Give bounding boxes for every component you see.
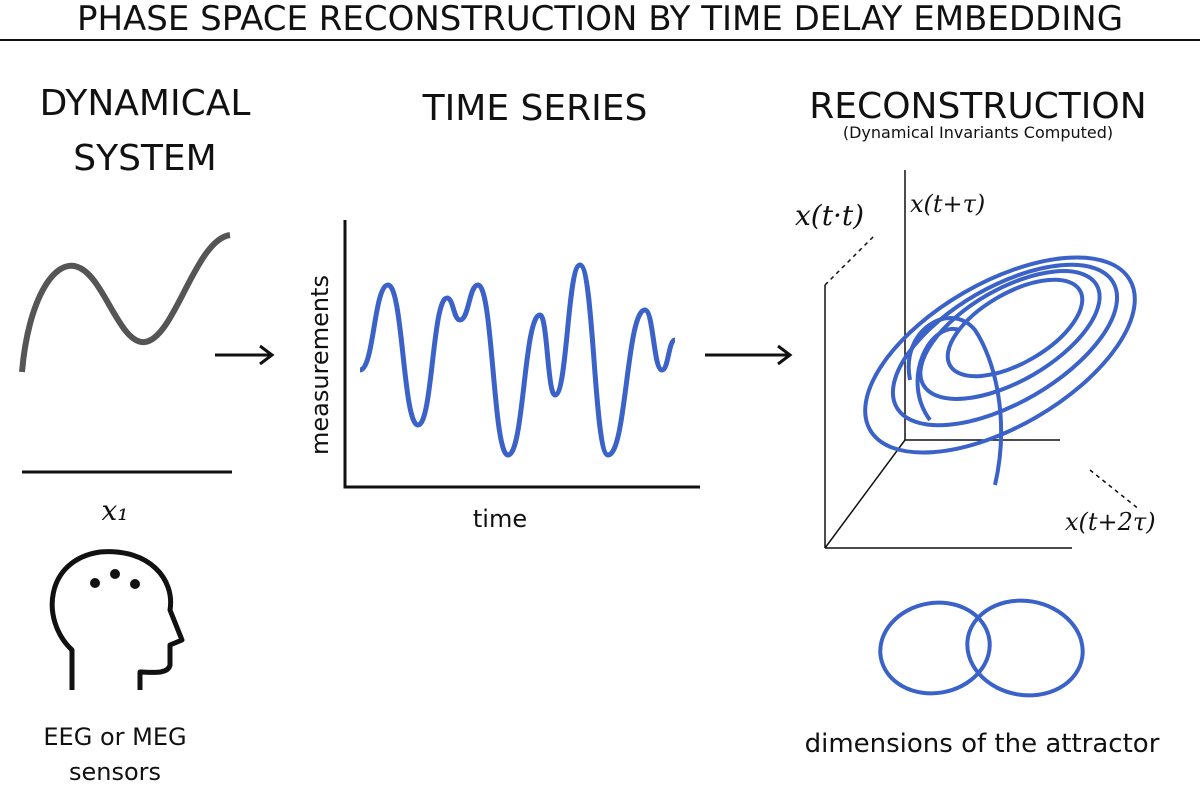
head-icon — [49, 549, 185, 690]
figure-eight — [878, 598, 1085, 698]
system-curve — [19, 232, 231, 373]
panel-title: TIME SERIES — [422, 88, 648, 129]
axis-label: x(t+τ) — [910, 190, 985, 218]
panel-title: RECONSTRUCTION — [809, 86, 1146, 127]
axes — [343, 220, 700, 489]
caption: sensors — [69, 758, 161, 786]
title: PHASE SPACE RECONSTRUCTION BY TIME DELAY… — [77, 0, 1123, 39]
x-label: time — [473, 505, 527, 533]
time-series-curve — [358, 262, 677, 458]
caption: dimensions of the attractor — [805, 729, 1160, 759]
axis-label: x₁ — [101, 494, 128, 527]
panel-title: SYSTEM — [73, 138, 217, 179]
arrow — [705, 344, 793, 366]
subtitle: (Dynamical Invariants Computed) — [843, 123, 1113, 142]
attractor — [863, 255, 1137, 486]
arrow — [215, 344, 275, 366]
y-label: measurements — [306, 275, 334, 455]
panel-title: DYNAMICAL — [40, 83, 251, 124]
axis-label: x(t+2τ) — [1065, 508, 1156, 536]
3d-axes — [824, 170, 1141, 549]
axis-label: x(t·t) — [795, 199, 864, 232]
caption: EEG or MEG — [43, 723, 186, 751]
